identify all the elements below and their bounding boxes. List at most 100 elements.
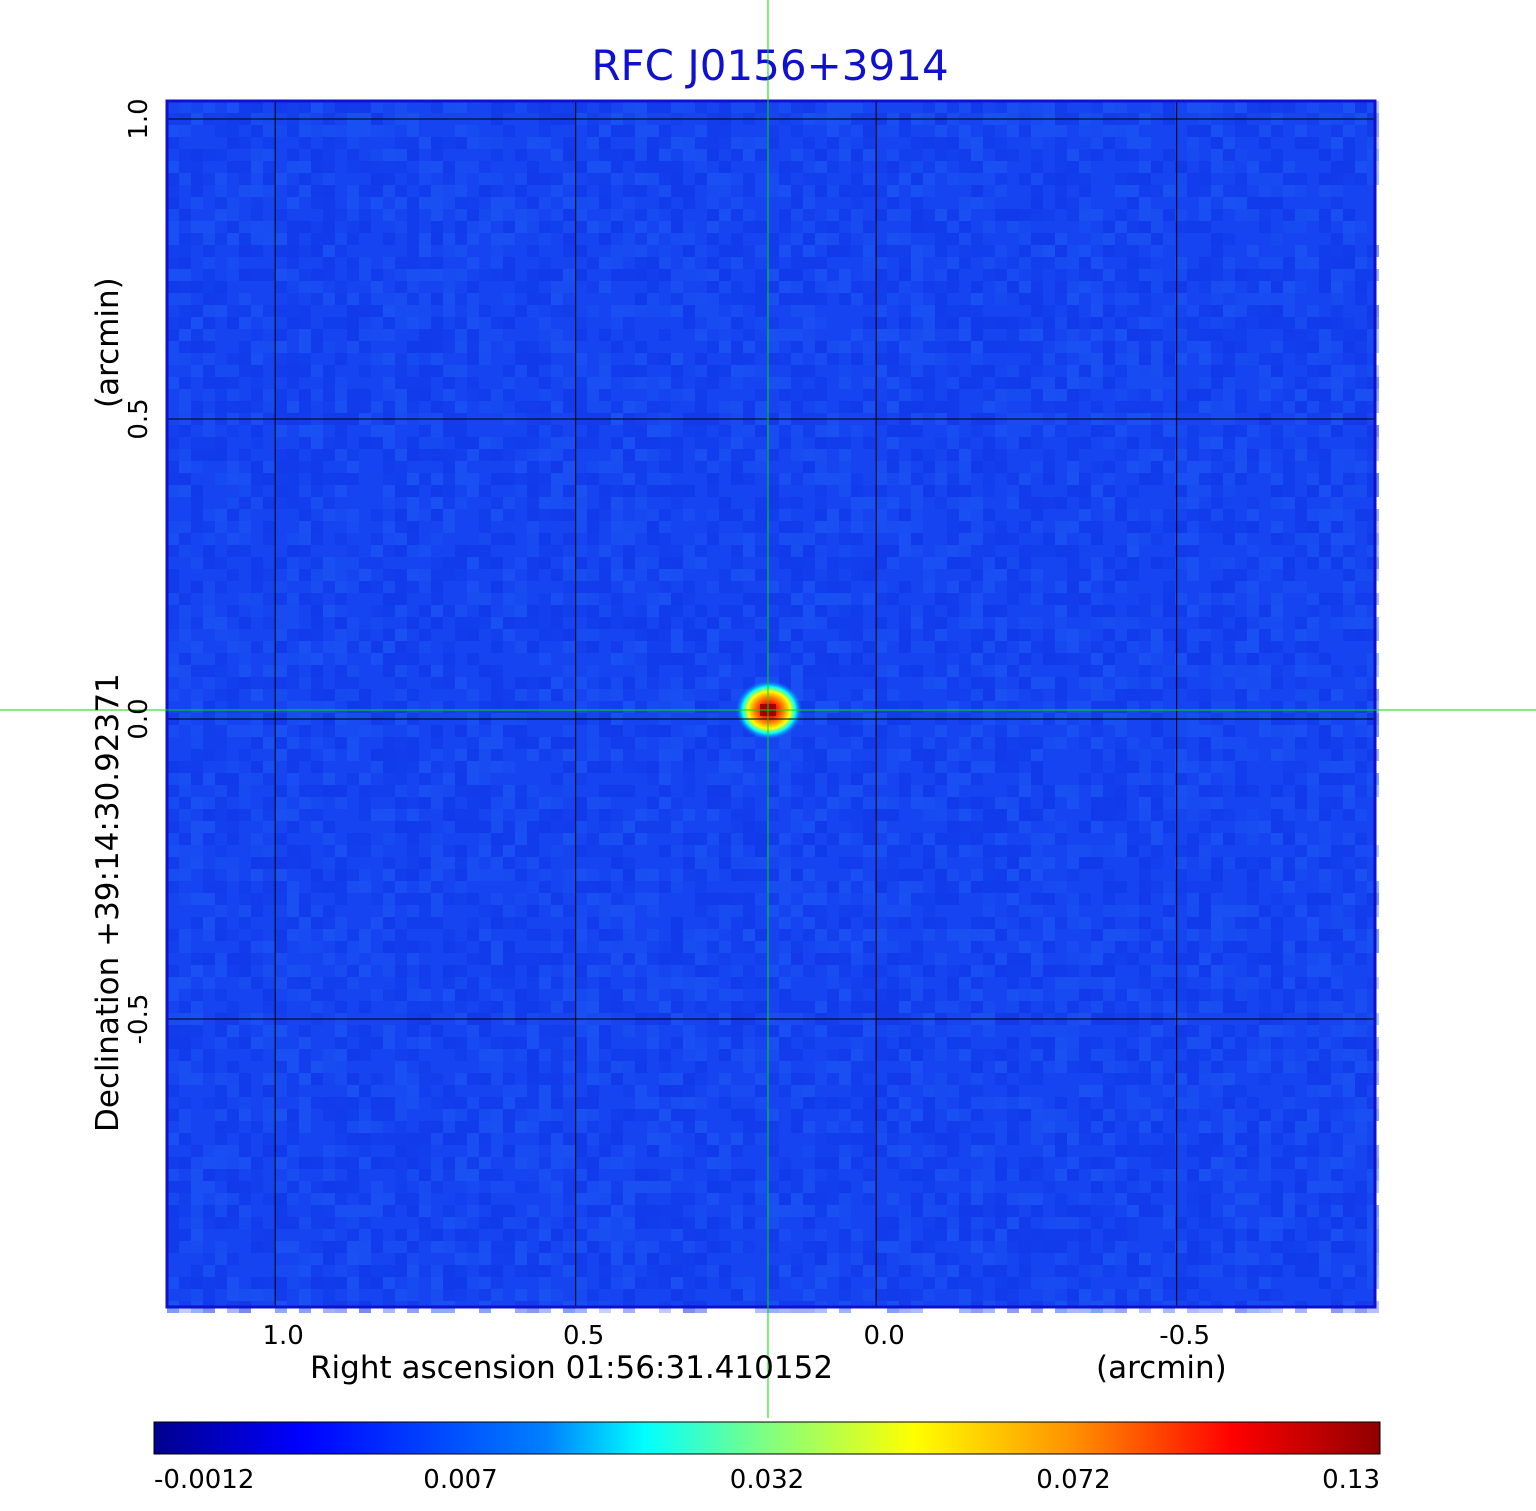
noise-cell — [1331, 773, 1343, 785]
noise-cell — [1031, 569, 1043, 581]
noise-cell — [383, 425, 395, 437]
noise-cell — [515, 845, 527, 857]
noise-cell — [959, 149, 971, 161]
noise-cell — [1127, 353, 1139, 365]
noise-cell — [1163, 629, 1175, 641]
noise-cell — [431, 497, 443, 509]
noise-cell — [419, 989, 431, 1001]
noise-cell — [1367, 593, 1379, 605]
noise-cell — [611, 461, 623, 473]
noise-cell — [1223, 425, 1235, 437]
noise-cell — [1211, 485, 1223, 497]
noise-cell — [1043, 797, 1055, 809]
noise-cell — [383, 305, 395, 317]
noise-cell — [311, 905, 323, 917]
noise-cell — [935, 629, 947, 641]
noise-cell — [719, 857, 731, 869]
noise-cell — [1043, 425, 1055, 437]
noise-cell — [959, 557, 971, 569]
noise-cell — [1115, 545, 1127, 557]
noise-cell — [719, 185, 731, 197]
noise-cell — [1235, 689, 1247, 701]
noise-cell — [407, 305, 419, 317]
noise-cell — [887, 749, 899, 761]
noise-cell — [1175, 473, 1187, 485]
noise-cell — [1079, 533, 1091, 545]
noise-cell — [875, 941, 887, 953]
noise-cell — [1079, 581, 1091, 593]
noise-cell — [1091, 605, 1103, 617]
noise-cell — [1139, 341, 1151, 353]
noise-cell — [1211, 329, 1223, 341]
noise-cell — [755, 521, 767, 533]
noise-cell — [959, 317, 971, 329]
noise-cell — [1307, 533, 1319, 545]
noise-cell — [599, 893, 611, 905]
noise-cell — [779, 293, 791, 305]
noise-cell — [971, 521, 983, 533]
noise-cell — [1151, 761, 1163, 773]
noise-cell — [443, 929, 455, 941]
noise-cell — [383, 497, 395, 509]
noise-cell — [671, 497, 683, 509]
noise-cell — [275, 665, 287, 677]
noise-cell — [1103, 653, 1115, 665]
noise-cell — [491, 953, 503, 965]
noise-cell — [623, 653, 635, 665]
noise-cell — [995, 929, 1007, 941]
noise-cell — [923, 185, 935, 197]
noise-cell — [335, 281, 347, 293]
noise-cell — [971, 281, 983, 293]
noise-cell — [1259, 353, 1271, 365]
noise-cell — [1355, 257, 1367, 269]
noise-cell — [575, 701, 587, 713]
noise-cell — [431, 581, 443, 593]
noise-cell — [1043, 233, 1055, 245]
noise-cell — [851, 485, 863, 497]
noise-cell — [635, 101, 647, 113]
noise-cell — [1331, 281, 1343, 293]
noise-cell — [1091, 485, 1103, 497]
noise-cell — [179, 233, 191, 245]
noise-cell — [935, 545, 947, 557]
noise-cell — [1139, 257, 1151, 269]
noise-cell — [179, 893, 191, 905]
noise-cell — [275, 125, 287, 137]
noise-cell — [323, 209, 335, 221]
noise-cell — [731, 233, 743, 245]
noise-cell — [215, 653, 227, 665]
noise-cell — [635, 305, 647, 317]
noise-cell — [395, 401, 407, 413]
noise-cell — [1103, 137, 1115, 149]
noise-cell — [1091, 233, 1103, 245]
noise-cell — [407, 869, 419, 881]
noise-cell — [1151, 509, 1163, 521]
noise-cell — [311, 677, 323, 689]
noise-cell — [1295, 341, 1307, 353]
noise-cell — [971, 101, 983, 113]
noise-cell — [1331, 509, 1343, 521]
noise-cell — [395, 869, 407, 881]
noise-cell — [971, 293, 983, 305]
noise-cell — [227, 833, 239, 845]
noise-cell — [815, 701, 827, 713]
noise-cell — [647, 485, 659, 497]
noise-cell — [395, 281, 407, 293]
noise-cell — [815, 941, 827, 953]
noise-cell — [431, 149, 443, 161]
noise-cell — [1007, 533, 1019, 545]
noise-cell — [287, 485, 299, 497]
noise-cell — [287, 773, 299, 785]
noise-cell — [935, 593, 947, 605]
noise-cell — [239, 809, 251, 821]
noise-cell — [1067, 941, 1079, 953]
noise-cell — [383, 965, 395, 977]
noise-cell — [1019, 989, 1031, 1001]
noise-cell — [467, 617, 479, 629]
noise-cell — [191, 749, 203, 761]
noise-cell — [959, 521, 971, 533]
noise-cell — [887, 869, 899, 881]
noise-cell — [911, 881, 923, 893]
noise-cell — [299, 701, 311, 713]
noise-cell — [287, 497, 299, 509]
